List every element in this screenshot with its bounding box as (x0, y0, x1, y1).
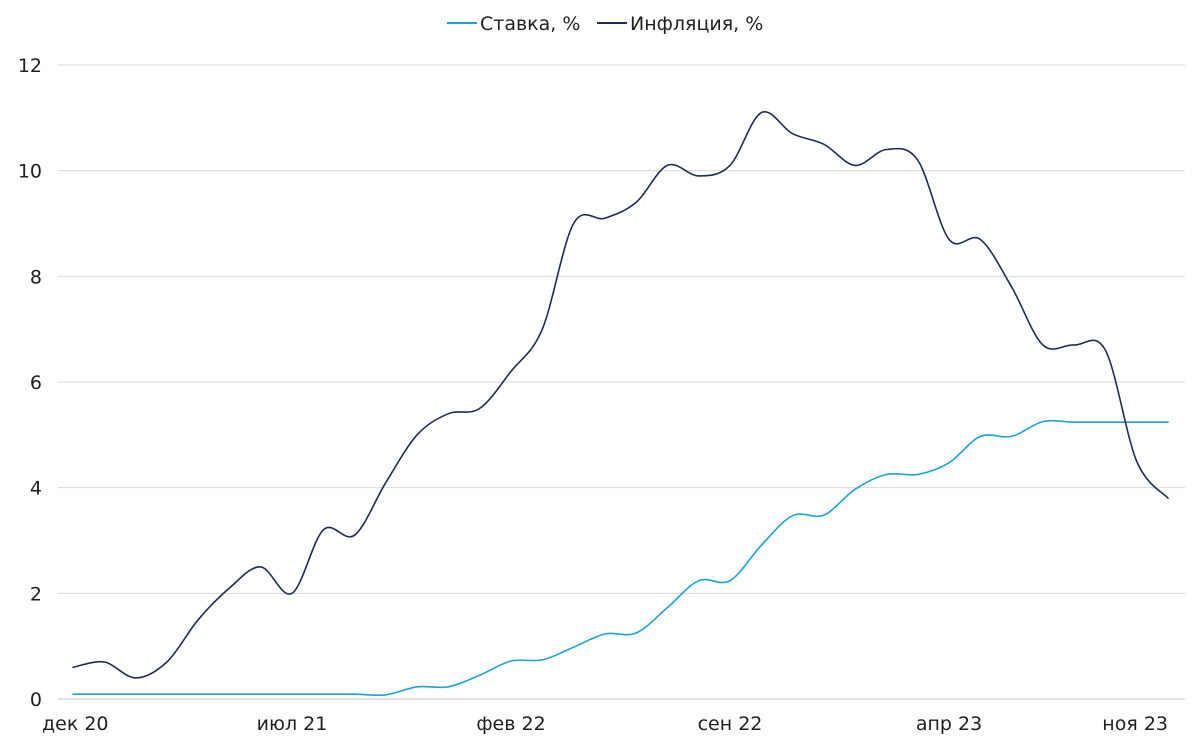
series-line-inflation (72, 110, 1169, 679)
x-tick-label: сен 22 (698, 713, 763, 735)
y-tick-label: 2 (30, 583, 42, 605)
x-tick-label: апр 23 (916, 713, 982, 735)
x-tick-label: фев 22 (476, 713, 545, 735)
legend: Ставка, % Инфляция, % (447, 13, 763, 35)
y-tick-label: 8 (30, 266, 42, 288)
y-tick-label: 12 (18, 55, 42, 77)
legend-label-inflation: Инфляция, % (630, 13, 763, 35)
x-tick-label: ноя 23 (1102, 713, 1168, 735)
y-tick-label: 4 (30, 478, 42, 500)
y-tick-label: 10 (18, 161, 42, 183)
legend-label-rate: Ставка, % (480, 13, 580, 35)
gridlines (58, 64, 1185, 700)
y-axis: 0 2 4 6 8 10 12 (18, 55, 42, 711)
x-tick-label: дек 20 (42, 713, 109, 735)
y-tick-label: 0 (30, 689, 42, 711)
x-axis: дек 20 июл 21 фев 22 сен 22 апр 23 ноя 23 (42, 713, 1168, 735)
series-line-rate (72, 419, 1169, 697)
x-tick-label: июл 21 (257, 713, 328, 735)
y-tick-label: 6 (30, 372, 42, 394)
series-group (72, 110, 1169, 697)
